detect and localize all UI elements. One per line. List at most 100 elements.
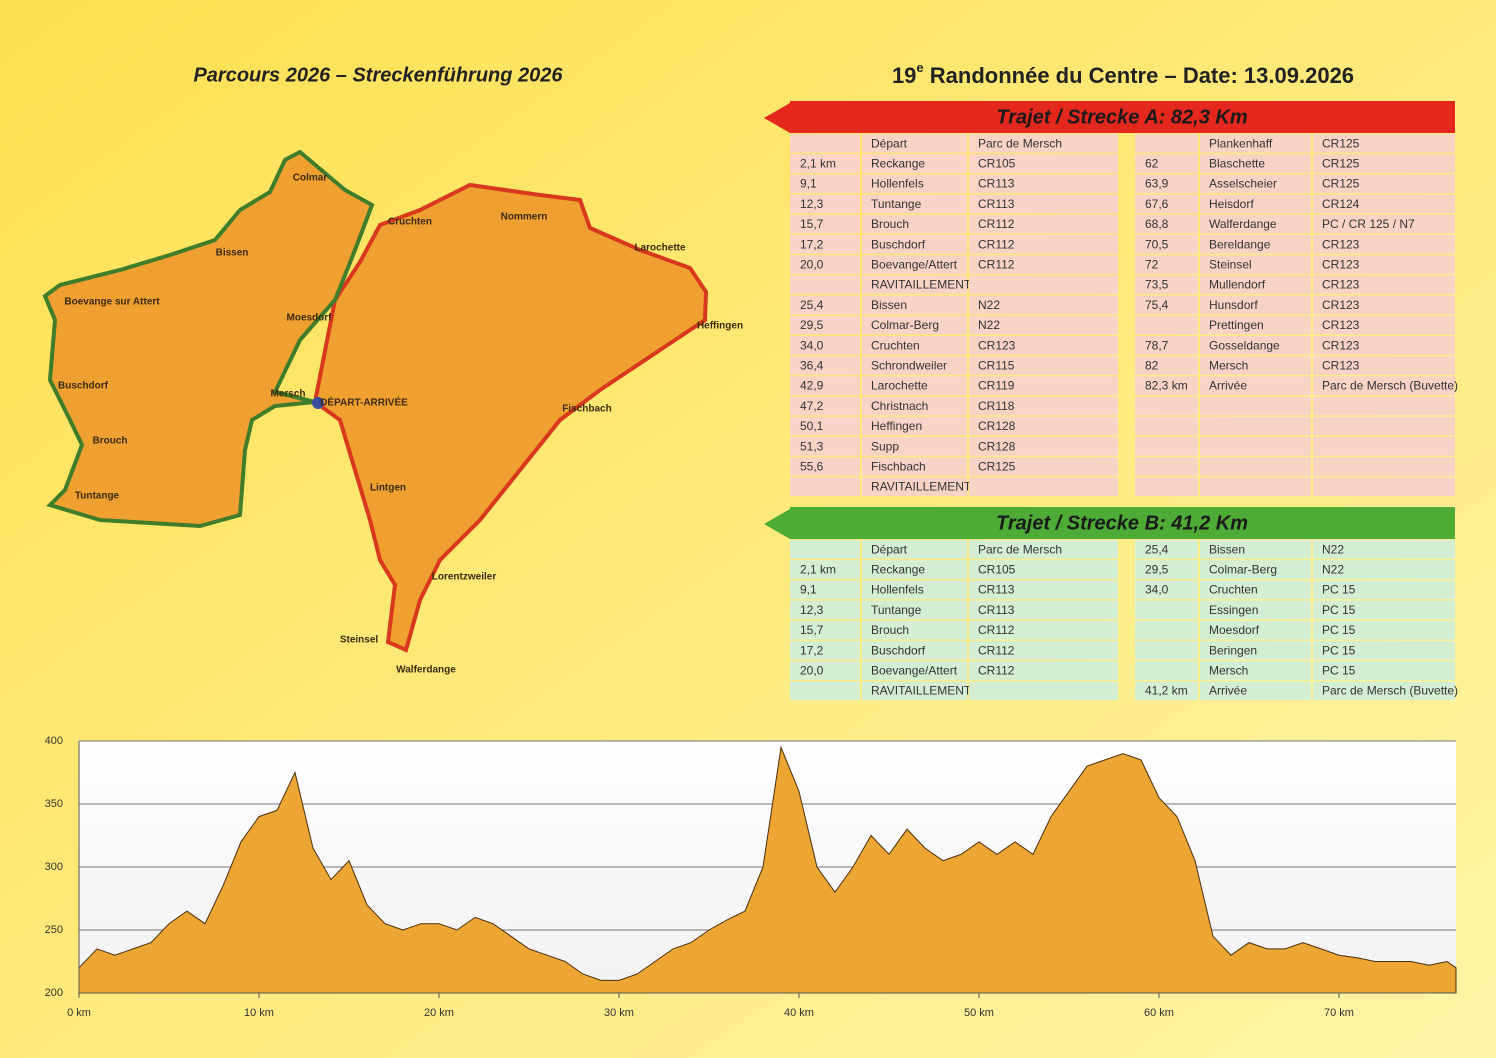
table-cell	[1200, 681, 1311, 701]
table-cell	[790, 214, 860, 234]
table-cell	[790, 681, 860, 701]
table-cell	[1200, 356, 1311, 375]
table-cell	[1200, 580, 1311, 600]
table-cell	[1313, 560, 1455, 579]
cell-text: Blaschette	[1209, 156, 1265, 170]
cell-text: CR125	[1322, 177, 1360, 191]
table-cell	[1135, 154, 1198, 173]
y-tick-label: 350	[45, 798, 63, 810]
cell-text: N22	[1322, 562, 1344, 576]
cell-text: 70,5	[1145, 237, 1169, 251]
cell-text: Christnach	[871, 399, 928, 413]
table-cell	[1135, 457, 1198, 476]
table-cell	[1313, 154, 1455, 173]
table-cell	[1135, 214, 1198, 234]
cell-text: Heisdorf	[1209, 197, 1254, 211]
cell-text: 67,6	[1145, 197, 1169, 211]
table-cell	[969, 214, 1118, 234]
table-cell	[1135, 376, 1198, 396]
cell-text: 55,6	[800, 459, 824, 473]
table-cell	[862, 174, 967, 194]
table-cell	[790, 560, 860, 579]
table-cell	[790, 174, 860, 194]
table-cell	[1313, 457, 1455, 476]
cell-text: Steinsel	[1209, 257, 1252, 271]
x-tick-label: 30 km	[604, 1007, 634, 1019]
table-cell	[969, 275, 1118, 295]
table-cell	[1200, 620, 1311, 640]
cell-text: N22	[978, 318, 1000, 332]
cell-text: Cruchten	[871, 338, 920, 352]
cell-text: 63,9	[1145, 177, 1169, 191]
table-cell	[790, 457, 860, 476]
table-cell	[790, 235, 860, 254]
table-cell	[1200, 540, 1311, 559]
table-cell	[1313, 681, 1455, 701]
table-cell	[862, 134, 967, 153]
table-cell	[1200, 336, 1311, 355]
table-cell	[969, 295, 1118, 315]
cell-text: CR123	[1322, 237, 1360, 251]
table-cell	[969, 457, 1118, 476]
table-cell	[790, 275, 860, 295]
table-cell	[1135, 275, 1198, 295]
table-cell	[969, 560, 1118, 579]
cell-text: PC 15	[1322, 623, 1356, 637]
cell-text: CR125	[1322, 136, 1360, 150]
cell-text: 34,0	[1145, 583, 1169, 597]
table-cell	[790, 580, 860, 600]
table-cell	[862, 641, 967, 660]
table-cell	[969, 315, 1118, 335]
cell-text: Bereldange	[1209, 237, 1271, 251]
table-cell	[862, 376, 967, 396]
cell-text: Brouch	[871, 623, 909, 637]
cell-text: 34,0	[800, 338, 824, 352]
x-tick-label: 40 km	[784, 1007, 814, 1019]
table-cell	[1313, 194, 1455, 214]
map-label: Lintgen	[370, 483, 406, 494]
table-cell	[1313, 641, 1455, 660]
cell-text: Larochette	[871, 379, 928, 393]
cell-text: CR112	[978, 237, 1015, 251]
table-cell	[1313, 620, 1455, 640]
table-cell	[1135, 416, 1198, 436]
cell-text: CR123	[1322, 298, 1360, 312]
table-cell	[790, 600, 860, 620]
cell-text: N22	[1322, 542, 1344, 556]
cell-text: 42,9	[800, 379, 824, 393]
cell-text: Départ	[871, 542, 908, 556]
cell-text: Reckange	[871, 156, 925, 170]
x-tick-label: 70 km	[1324, 1007, 1354, 1019]
table-cell	[1313, 580, 1455, 600]
table-cell	[862, 681, 967, 701]
table-cell	[1135, 255, 1198, 274]
table-header	[790, 507, 1455, 539]
table-cell	[969, 600, 1118, 620]
table-cell	[862, 600, 967, 620]
cell-text: Schrondweiler	[871, 358, 947, 372]
cell-text: CR105	[978, 562, 1016, 576]
table-cell	[969, 681, 1118, 701]
table-cell	[969, 194, 1118, 214]
table-header	[790, 101, 1455, 133]
cell-text: Essingen	[1209, 603, 1258, 617]
table-cell	[790, 661, 860, 680]
cell-text: Mersch	[1209, 358, 1248, 372]
cell-text: CR113	[978, 583, 1015, 597]
table-cell	[790, 416, 860, 436]
cell-text: Prettingen	[1209, 318, 1264, 332]
table-cell	[790, 154, 860, 173]
cell-text: RAVITAILLEMENT	[871, 480, 972, 494]
map-heading: Parcours 2026 – Streckenführung 2026	[193, 64, 563, 86]
x-tick-label: 20 km	[424, 1007, 454, 1019]
table-cell	[862, 437, 967, 456]
table-cell	[1200, 477, 1311, 497]
table-cell	[969, 356, 1118, 375]
map-label: Lorentzweiler	[432, 572, 497, 583]
table-cell	[790, 376, 860, 396]
table-cell	[1200, 600, 1311, 620]
table-cell	[862, 560, 967, 579]
table-cell	[969, 235, 1118, 254]
cell-text: Plankenhaff	[1209, 136, 1273, 150]
cell-text: Brouch	[871, 217, 909, 231]
